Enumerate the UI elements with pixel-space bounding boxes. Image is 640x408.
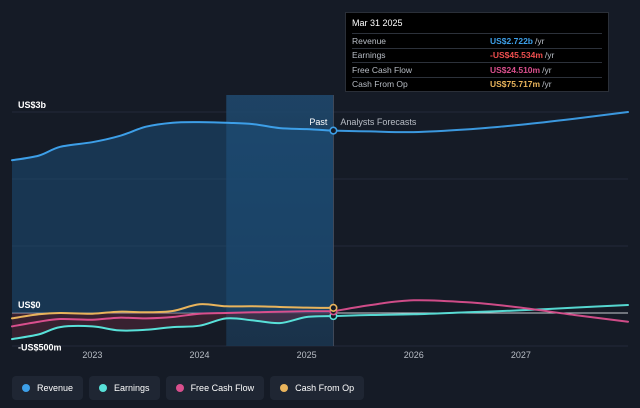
tooltip-unit: /yr — [535, 35, 545, 46]
tooltip-label: Free Cash Flow — [352, 64, 412, 75]
free-cash-flow-forecast-line — [332, 299, 629, 323]
y-tick-label: US$3b — [18, 100, 47, 110]
revenue-line — [11, 121, 335, 162]
legend-dot-icon — [280, 384, 289, 392]
tooltip-value: US$24.510m — [490, 64, 541, 75]
earnings-line — [11, 315, 335, 341]
cash-from-op-endpoint — [329, 303, 338, 313]
tooltip-label: Cash From Op — [352, 79, 408, 90]
tooltip-date: Mar 31 2025 — [352, 18, 403, 28]
tooltip-unit: /yr — [542, 79, 552, 90]
past-label: Past — [309, 117, 328, 127]
tooltip-row-revenue: Revenue US$2.722b /yr — [352, 33, 602, 48]
x-tick-label: 2026 — [404, 350, 424, 360]
x-tick-label: 2023 — [82, 350, 102, 360]
area-fills — [12, 95, 334, 346]
axis-labels: Past Analysts Forecasts US$3b US$0 -US$500m 2… — [18, 100, 531, 360]
tooltip-value: US$2.722b — [490, 35, 533, 46]
tooltip-row-cash-from-op: Cash From Op US$75.717m /yr — [352, 76, 602, 92]
tooltip-label: Earnings — [352, 50, 386, 61]
tooltip-value: US$75.717m — [490, 79, 541, 90]
tooltip-value: -US$45.534m — [490, 50, 543, 61]
tooltip-row-earnings: Earnings -US$45.534m /yr — [352, 47, 602, 63]
legend-item-revenue[interactable]: Revenue — [12, 376, 84, 400]
x-tick-label: 2025 — [297, 350, 317, 360]
legend-item-free-cash-flow[interactable]: Free Cash Flow — [165, 376, 265, 400]
free-cash-flow-line — [11, 310, 335, 328]
chart-legend: Revenue Earnings Free Cash Flow Cash Fro… — [12, 376, 365, 400]
tooltip-row-free-cash-flow: Free Cash Flow US$24.510m /yr — [352, 62, 602, 77]
legend-dot-icon — [175, 384, 184, 392]
revenue-endpoint — [329, 126, 338, 135]
legend-label: Cash From Op — [295, 383, 355, 393]
tooltip-unit: /yr — [544, 50, 555, 61]
legend-label: Free Cash Flow — [190, 383, 255, 393]
series-lines — [11, 95, 629, 346]
tooltip-unit: /yr — [542, 64, 552, 75]
y-tick-label: US$0 — [18, 300, 41, 310]
tooltip-label: Revenue — [352, 35, 387, 46]
legend-item-earnings[interactable]: Earnings — [89, 376, 160, 400]
legend-dot-icon — [22, 384, 30, 392]
x-tick-label: 2027 — [511, 350, 531, 360]
legend-item-cash-from-op[interactable]: Cash From Op — [270, 376, 365, 400]
y-tick-label: -US$500m — [18, 343, 62, 353]
revenue-forecast-line — [332, 111, 629, 134]
cash-from-op-line — [11, 303, 335, 320]
legend-label: Earnings — [114, 383, 150, 393]
legend-dot-icon — [99, 384, 108, 392]
legend-label: Revenue — [37, 383, 74, 393]
x-tick-label: 2024 — [189, 350, 209, 360]
revenue-area — [12, 122, 334, 313]
data-tooltip: Mar 31 2025 Revenue US$2.722b /yr Earnin… — [345, 12, 609, 92]
earnings-forecast-line — [332, 304, 629, 318]
forecast-label: Analysts Forecasts — [340, 117, 417, 127]
